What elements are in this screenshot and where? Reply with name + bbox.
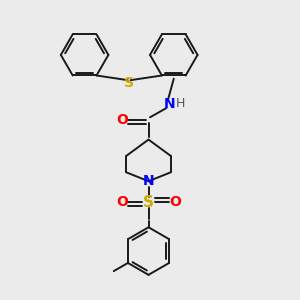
Text: S: S bbox=[143, 194, 154, 209]
Text: S: S bbox=[124, 76, 134, 90]
Text: O: O bbox=[169, 195, 181, 209]
Text: O: O bbox=[116, 195, 128, 209]
Text: H: H bbox=[176, 98, 185, 110]
Text: N: N bbox=[143, 174, 154, 188]
Text: N: N bbox=[164, 97, 175, 111]
Text: O: O bbox=[116, 113, 128, 127]
